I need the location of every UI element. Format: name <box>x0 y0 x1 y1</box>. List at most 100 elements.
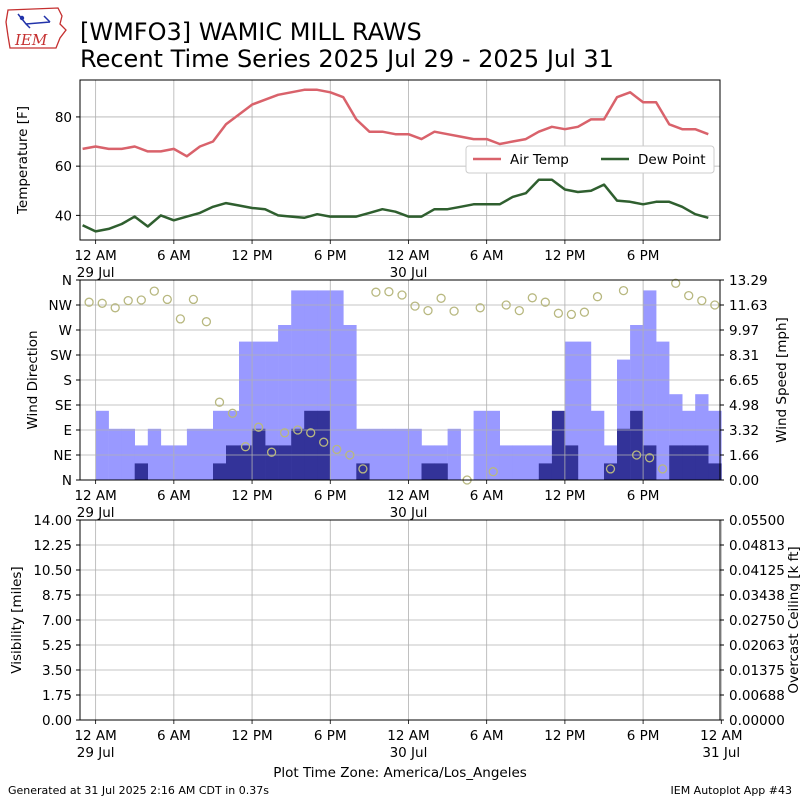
x-tick-date-label: 29 Jul <box>77 505 115 521</box>
logo-text: IEM <box>14 31 48 49</box>
wind-direction-marker <box>553 308 564 318</box>
x-tick-label: 6 AM <box>470 488 504 504</box>
wind-direction-marker <box>345 450 355 460</box>
legend-box <box>465 145 715 174</box>
wind-speed-bar <box>369 428 383 480</box>
wind-direction-marker <box>201 317 212 327</box>
wind-gust-bar <box>669 445 683 480</box>
x-tick-date-label: 29 Jul <box>77 745 115 761</box>
legend-dew-point-label: Dew Point <box>638 152 706 168</box>
ceiling-tick-label: 0.02063 <box>729 638 785 654</box>
wind-gust-bar <box>551 410 566 480</box>
wind-direction-marker <box>136 295 146 305</box>
wind-speed-ticks: 0.00 1.66 3.32 4.98 6.65 8.31 9.97 11.63 13.29 <box>720 273 768 489</box>
x-tick-label: 12 AM <box>700 728 742 744</box>
x-tick-label: 6 AM <box>157 488 191 504</box>
wind-direction-marker <box>110 303 120 313</box>
x-tick-label: 12 PM <box>544 248 585 264</box>
wind-gust-bar <box>538 463 553 480</box>
ceiling-tick-label: 0.03438 <box>729 588 785 604</box>
speed-tick-label: 13.29 <box>729 273 768 289</box>
ceiling-ticks: 0.00000 0.00688 0.01375 0.02063 0.02750 0.034… <box>720 513 785 729</box>
temperature-y-ticks: 40 60 80 <box>55 110 80 224</box>
wind-direction-marker <box>162 294 172 305</box>
wind-speed-bar <box>656 341 670 480</box>
direction-tick-label: NE <box>53 448 72 464</box>
wind-speed-bar <box>343 325 357 480</box>
x-tick-date-label: 31 Jul <box>702 745 740 761</box>
wind-direction-marker <box>123 295 133 306</box>
iem-logo: IEM <box>5 7 67 49</box>
wind-direction-marker <box>631 450 642 460</box>
wind-direction-marker <box>410 301 420 311</box>
wind-speed-bar <box>382 428 396 480</box>
wind-direction-marker <box>97 298 107 308</box>
x-tick-label: 6 PM <box>314 248 347 264</box>
x-tick-label: 12 PM <box>231 488 272 504</box>
wind-direction-marker <box>358 464 368 474</box>
wind-direction-y-label: Wind Direction <box>25 330 41 429</box>
direction-tick-label: W <box>59 323 72 339</box>
x-tick-label: 6 PM <box>627 488 660 504</box>
wind-gust-bar <box>604 463 618 480</box>
direction-tick-label: SE <box>55 398 72 414</box>
speed-tick-label: 0.00 <box>729 473 759 489</box>
wind-speed-bar <box>278 325 292 480</box>
wind-gust-bar <box>213 463 227 480</box>
wind-speed-bar <box>330 290 344 480</box>
direction-tick-label: SW <box>50 348 72 364</box>
wind-gust-bar <box>317 410 331 480</box>
wind-direction-marker <box>436 293 446 303</box>
wind-direction-marker <box>618 285 629 296</box>
wind-speed-bar <box>108 428 122 480</box>
wind-speed-bar <box>499 445 513 480</box>
wind-direction-marker <box>306 428 316 438</box>
wind-gust-bar <box>695 445 709 480</box>
speed-tick-label: 3.32 <box>729 423 759 439</box>
wind-direction-marker <box>540 297 550 307</box>
visibility-y-label: Visibility [miles] <box>9 566 25 673</box>
wind-speed-bar <box>186 428 201 480</box>
wind-direction-marker <box>240 442 251 452</box>
wind-gust-bar <box>304 410 318 480</box>
wind-gust-bar <box>434 463 448 480</box>
ceiling-y-label: Overcast Ceiling [k ft] <box>786 546 800 693</box>
wind-direction-marker <box>266 447 277 457</box>
ceiling-tick-label: 0.02750 <box>729 613 785 629</box>
wind-gust-bar <box>226 445 240 480</box>
x-tick-label: 6 AM <box>157 248 191 264</box>
iowa-state-outline-icon <box>5 7 67 49</box>
wind-direction-marker <box>384 287 394 297</box>
wind-direction-marker <box>501 300 511 310</box>
direction-tick-label: NW <box>49 298 72 314</box>
y-tick-label: 80 <box>55 110 72 126</box>
x-tick-label: 6 PM <box>627 248 660 264</box>
wind-gust-bar <box>564 445 579 480</box>
wind-speed-bar <box>591 410 605 480</box>
direction-tick-label: N <box>62 273 72 289</box>
x-tick-label: 12 PM <box>544 728 585 744</box>
wind-gust-bar <box>630 410 644 480</box>
x-tick-label: 12 AM <box>387 728 429 744</box>
wind-direction-marker <box>514 305 524 316</box>
wind-speed-y-label: Wind Speed [mph] <box>774 317 790 443</box>
wind-gust-bar <box>291 428 305 480</box>
wind-direction-marker <box>697 295 707 306</box>
wind-speed-bar <box>95 410 109 480</box>
wind-speed-bar <box>512 445 526 480</box>
wind-grid <box>80 280 720 480</box>
wind-direction-marker <box>423 305 433 316</box>
wind-direction-marker <box>175 314 186 324</box>
wind-direction-marker <box>332 444 342 455</box>
wind-direction-marker <box>293 425 303 435</box>
wind-speed-bar <box>643 290 657 480</box>
ceiling-tick-label: 0.00688 <box>729 688 785 704</box>
x-tick-label: 12 PM <box>544 488 585 504</box>
x-tick-label: 12 PM <box>231 248 272 264</box>
x-tick-label: 6 PM <box>627 728 660 744</box>
x-tick-label: 6 AM <box>470 248 504 264</box>
x-tick-label: 6 AM <box>157 728 191 744</box>
